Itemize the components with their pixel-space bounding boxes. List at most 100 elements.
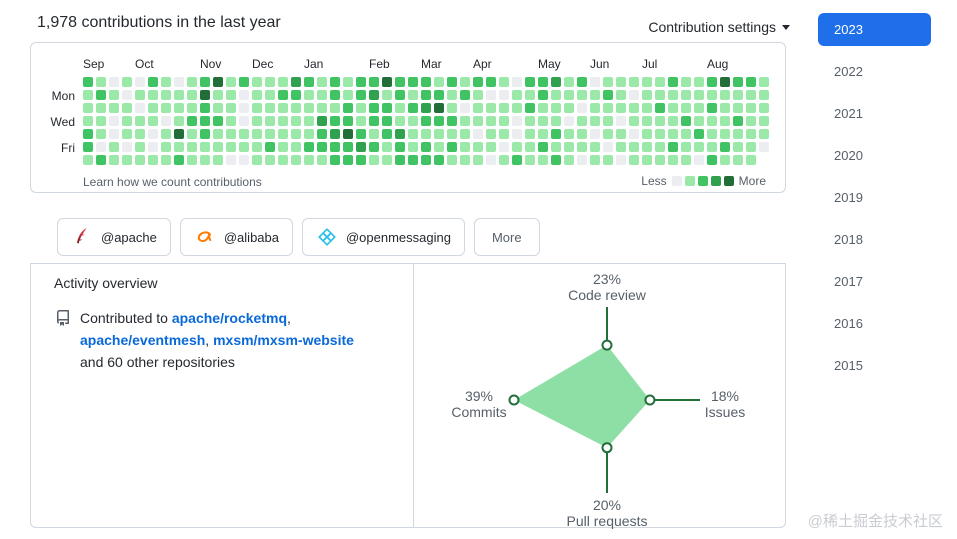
contribution-cell[interactable] — [135, 116, 145, 126]
contribution-cell[interactable] — [746, 90, 756, 100]
contribution-cell[interactable] — [538, 129, 548, 139]
year-item-2020[interactable]: 2020 — [834, 148, 863, 163]
contribution-cell[interactable] — [200, 116, 210, 126]
contribution-cell[interactable] — [96, 90, 106, 100]
contribution-cell[interactable] — [356, 155, 366, 165]
contribution-cell[interactable] — [525, 90, 535, 100]
contribution-cell[interactable] — [629, 129, 639, 139]
contribution-cell[interactable] — [642, 77, 652, 87]
contribution-cell[interactable] — [187, 90, 197, 100]
contribution-cell[interactable] — [317, 116, 327, 126]
contribution-cell[interactable] — [460, 90, 470, 100]
contribution-cell[interactable] — [330, 129, 340, 139]
contribution-cell[interactable] — [200, 155, 210, 165]
contribution-cell[interactable] — [226, 90, 236, 100]
contribution-cell[interactable] — [512, 142, 522, 152]
contribution-cell[interactable] — [200, 77, 210, 87]
contribution-cell[interactable] — [720, 116, 730, 126]
contribution-cell[interactable] — [655, 116, 665, 126]
contribution-cell[interactable] — [278, 116, 288, 126]
contribution-cell[interactable] — [278, 77, 288, 87]
contribution-cell[interactable] — [629, 77, 639, 87]
contribution-cell[interactable] — [161, 155, 171, 165]
contribution-cell[interactable] — [525, 155, 535, 165]
contribution-cell[interactable] — [733, 155, 743, 165]
contribution-cell[interactable] — [213, 142, 223, 152]
contribution-cell[interactable] — [616, 77, 626, 87]
contribution-cell[interactable] — [109, 155, 119, 165]
contribution-cell[interactable] — [694, 155, 704, 165]
contribution-cell[interactable] — [330, 90, 340, 100]
contribution-cell[interactable] — [83, 90, 93, 100]
contribution-cell[interactable] — [759, 116, 769, 126]
contribution-cell[interactable] — [447, 129, 457, 139]
contribution-cell[interactable] — [174, 77, 184, 87]
contribution-cell[interactable] — [252, 155, 262, 165]
contribution-cell[interactable] — [577, 142, 587, 152]
contribution-cell[interactable] — [122, 129, 132, 139]
contribution-cell[interactable] — [252, 77, 262, 87]
contribution-cell[interactable] — [96, 155, 106, 165]
contribution-cell[interactable] — [421, 90, 431, 100]
contribution-cell[interactable] — [421, 116, 431, 126]
contribution-cell[interactable] — [408, 142, 418, 152]
contribution-cell[interactable] — [83, 116, 93, 126]
contribution-cell[interactable] — [746, 155, 756, 165]
contribution-cell[interactable] — [109, 116, 119, 126]
contribution-cell[interactable] — [83, 142, 93, 152]
contribution-cell[interactable] — [122, 77, 132, 87]
contribution-cell[interactable] — [187, 116, 197, 126]
contribution-cell[interactable] — [317, 142, 327, 152]
contribution-cell[interactable] — [421, 155, 431, 165]
contribution-cell[interactable] — [304, 90, 314, 100]
contribution-cell[interactable] — [317, 103, 327, 113]
contribution-cell[interactable] — [265, 103, 275, 113]
contribution-cell[interactable] — [681, 155, 691, 165]
contribution-cell[interactable] — [343, 77, 353, 87]
contribution-cell[interactable] — [746, 103, 756, 113]
contribution-cell[interactable] — [304, 142, 314, 152]
contribution-cell[interactable] — [694, 77, 704, 87]
contribution-cell[interactable] — [135, 129, 145, 139]
contribution-cell[interactable] — [317, 90, 327, 100]
contribution-cell[interactable] — [369, 129, 379, 139]
contribution-cell[interactable] — [590, 103, 600, 113]
contribution-cell[interactable] — [330, 155, 340, 165]
contribution-cell[interactable] — [278, 103, 288, 113]
contribution-cell[interactable] — [83, 77, 93, 87]
contribution-cell[interactable] — [486, 77, 496, 87]
contribution-cell[interactable] — [668, 155, 678, 165]
contribution-cell[interactable] — [200, 90, 210, 100]
year-item-2021[interactable]: 2021 — [834, 106, 863, 121]
contribution-cell[interactable] — [551, 116, 561, 126]
contribution-cell[interactable] — [590, 142, 600, 152]
contribution-cell[interactable] — [616, 129, 626, 139]
contribution-cell[interactable] — [395, 155, 405, 165]
contribution-cell[interactable] — [629, 116, 639, 126]
contribution-cell[interactable] — [720, 103, 730, 113]
contribution-cell[interactable] — [226, 116, 236, 126]
year-item-2015[interactable]: 2015 — [834, 358, 863, 373]
contribution-cell[interactable] — [317, 77, 327, 87]
repo-link[interactable]: mxsm/mxsm-website — [213, 332, 354, 348]
contribution-cell[interactable] — [213, 90, 223, 100]
contribution-cell[interactable] — [460, 103, 470, 113]
contribution-cell[interactable] — [447, 77, 457, 87]
contribution-cell[interactable] — [577, 77, 587, 87]
contribution-cell[interactable] — [395, 129, 405, 139]
contribution-cell[interactable] — [642, 129, 652, 139]
contribution-cell[interactable] — [226, 155, 236, 165]
contribution-cell[interactable] — [213, 129, 223, 139]
contribution-cell[interactable] — [174, 155, 184, 165]
contribution-cell[interactable] — [525, 116, 535, 126]
contribution-cell[interactable] — [382, 142, 392, 152]
contribution-cell[interactable] — [395, 142, 405, 152]
contribution-cell[interactable] — [382, 90, 392, 100]
contribution-cell[interactable] — [447, 103, 457, 113]
contribution-cell[interactable] — [668, 142, 678, 152]
contribution-cell[interactable] — [421, 103, 431, 113]
contribution-cell[interactable] — [590, 116, 600, 126]
contribution-cell[interactable] — [720, 77, 730, 87]
contribution-cell[interactable] — [616, 103, 626, 113]
contribution-cell[interactable] — [330, 116, 340, 126]
